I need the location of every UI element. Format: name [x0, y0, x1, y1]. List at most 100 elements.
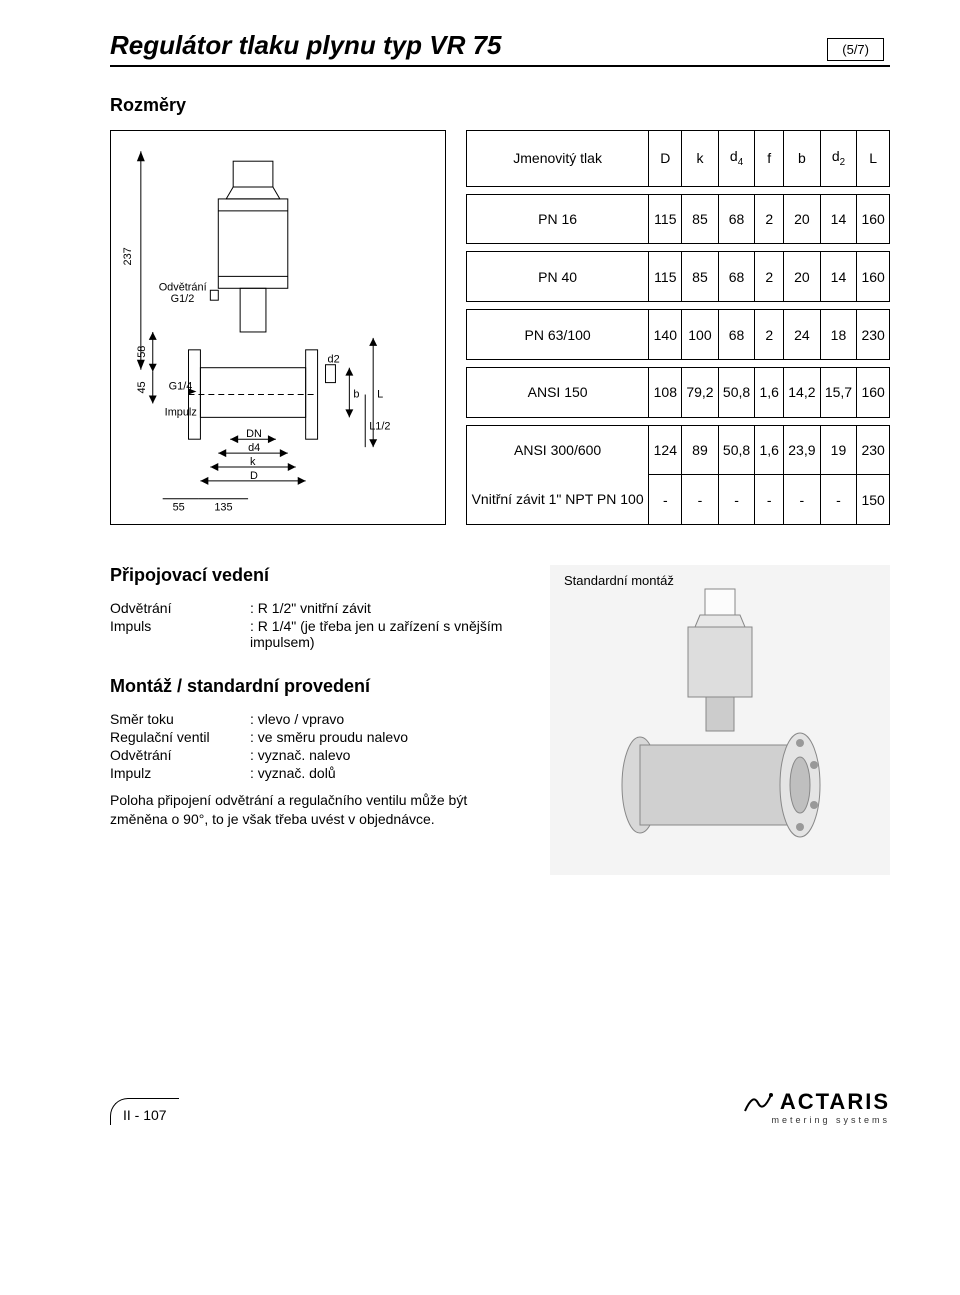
- td: 2: [755, 194, 784, 244]
- table-row: PN 40 115 85 68 2 20 14 160: [466, 252, 889, 302]
- td: 115: [649, 194, 682, 244]
- footer-page-ref: II - 107: [110, 1098, 179, 1125]
- product-photo: Standardní montáž: [550, 565, 890, 875]
- dimensions-table: Jmenovitý tlak D k d4 f b d2 L PN 16 115…: [466, 130, 890, 525]
- kv-smer: Směr toku : vlevo / vpravo: [110, 711, 520, 727]
- dim-dn: DN: [246, 428, 262, 440]
- td-label: ANSI 300/600: [466, 425, 649, 475]
- kv-val: : ve směru proudu nalevo: [250, 729, 520, 745]
- kv-val: : R 1/2" vnitřní závit: [250, 600, 520, 616]
- td: 230: [857, 425, 890, 475]
- td: 115: [649, 252, 682, 302]
- kv-key: Směr toku: [110, 711, 250, 727]
- td: 1,6: [755, 367, 784, 417]
- dim-45: 45: [136, 381, 148, 393]
- dim-55: 55: [173, 502, 185, 514]
- kv-val: : R 1/4" (je třeba jen u zařízení s vněj…: [250, 618, 520, 650]
- td: 160: [857, 194, 890, 244]
- kv-key: Impuls: [110, 618, 250, 650]
- dim-58: 58: [136, 346, 148, 358]
- td: 68: [718, 252, 755, 302]
- td-label: PN 63/100: [466, 310, 649, 360]
- kv-key: Odvětrání: [110, 600, 250, 616]
- td-label: PN 40: [466, 252, 649, 302]
- th-b: b: [784, 131, 821, 187]
- td: 20: [784, 194, 821, 244]
- td: 124: [649, 425, 682, 475]
- td: -: [755, 475, 784, 525]
- dim-L12: L1/2: [369, 420, 390, 432]
- td: -: [718, 475, 755, 525]
- th-d4: d4: [718, 131, 755, 187]
- td: 108: [649, 367, 682, 417]
- table-row: Vnitřní závit 1" NPT PN 100 - - - - - - …: [466, 475, 889, 525]
- dim-D: D: [250, 470, 258, 482]
- page-footer: II - 107 ACTARIS metering systems: [110, 1089, 890, 1125]
- td: -: [649, 475, 682, 525]
- td: 140: [649, 310, 682, 360]
- dim-237: 237: [122, 247, 134, 265]
- td: 14: [820, 252, 857, 302]
- table-row: ANSI 300/600 124 89 50,8 1,6 23,9 19 230: [466, 425, 889, 475]
- td: 14: [820, 194, 857, 244]
- logo-subtext: metering systems: [741, 1115, 890, 1125]
- logo-text: ACTARIS: [780, 1089, 890, 1114]
- kv-imp: Impulz : vyznač. dolů: [110, 765, 520, 781]
- kv-impuls: Impuls : R 1/4" (je třeba jen u zařízení…: [110, 618, 520, 650]
- kv-key: Odvětrání: [110, 747, 250, 763]
- kv-val: : vlevo / vpravo: [250, 711, 520, 727]
- page-title: Regulátor tlaku plynu typ VR 75: [110, 30, 502, 61]
- kv-key: Regulační ventil: [110, 729, 250, 745]
- kv-odv: Odvětrání : vyznač. nalevo: [110, 747, 520, 763]
- kv-val: : vyznač. nalevo: [250, 747, 520, 763]
- td: 85: [682, 252, 719, 302]
- td-label: PN 16: [466, 194, 649, 244]
- th-d2: d2: [820, 131, 857, 187]
- section-dimensions-title: Rozměry: [110, 95, 890, 116]
- td: 50,8: [718, 367, 755, 417]
- td: 15,7: [820, 367, 857, 417]
- kv-val: : vyznač. dolů: [250, 765, 520, 781]
- td: 160: [857, 367, 890, 417]
- table-row: ANSI 150 108 79,2 50,8 1,6 14,2 15,7 160: [466, 367, 889, 417]
- td: 50,8: [718, 425, 755, 475]
- td: 79,2: [682, 367, 719, 417]
- photo-caption: Standardní montáž: [564, 573, 674, 588]
- kv-key: Impulz: [110, 765, 250, 781]
- th-k: k: [682, 131, 719, 187]
- label-g12: G1/2: [171, 293, 195, 305]
- page-number-box: (5/7): [827, 38, 884, 61]
- logo-icon: [741, 1091, 775, 1115]
- th-D: D: [649, 131, 682, 187]
- orientation-note: Poloha připojení odvětrání a regulačního…: [110, 791, 520, 829]
- td: 100: [682, 310, 719, 360]
- td: 2: [755, 252, 784, 302]
- section-connections-title: Připojovací vedení: [110, 565, 520, 586]
- dim-k: k: [250, 456, 256, 468]
- td: 23,9: [784, 425, 821, 475]
- td-label: Vnitřní závit 1" NPT PN 100: [466, 475, 649, 525]
- diagram-svg: 237 Odvětrání G1/2 58 45: [119, 139, 437, 516]
- table-header-row: Jmenovitý tlak D k d4 f b d2 L: [466, 131, 889, 187]
- th-jmenovity: Jmenovitý tlak: [466, 131, 649, 187]
- section-montaz-title: Montáž / standardní provedení: [110, 676, 520, 697]
- td: 18: [820, 310, 857, 360]
- dim-135: 135: [214, 502, 232, 514]
- dim-d2: d2: [328, 354, 340, 366]
- td: 24: [784, 310, 821, 360]
- table-row: PN 63/100 140 100 68 2 24 18 230: [466, 310, 889, 360]
- label-impulz: Impulz: [165, 406, 197, 418]
- dim-d4: d4: [248, 442, 260, 454]
- td: 20: [784, 252, 821, 302]
- td: 160: [857, 252, 890, 302]
- label-odvetrani: Odvětrání: [159, 281, 207, 293]
- td: 150: [857, 475, 890, 525]
- kv-odvetrani: Odvětrání : R 1/2" vnitřní závit: [110, 600, 520, 616]
- td: -: [682, 475, 719, 525]
- kv-regul: Regulační ventil : ve směru proudu nalev…: [110, 729, 520, 745]
- th-f: f: [755, 131, 784, 187]
- dim-b: b: [353, 388, 359, 400]
- product-photo-svg: [550, 565, 890, 875]
- td: 68: [718, 194, 755, 244]
- th-L: L: [857, 131, 890, 187]
